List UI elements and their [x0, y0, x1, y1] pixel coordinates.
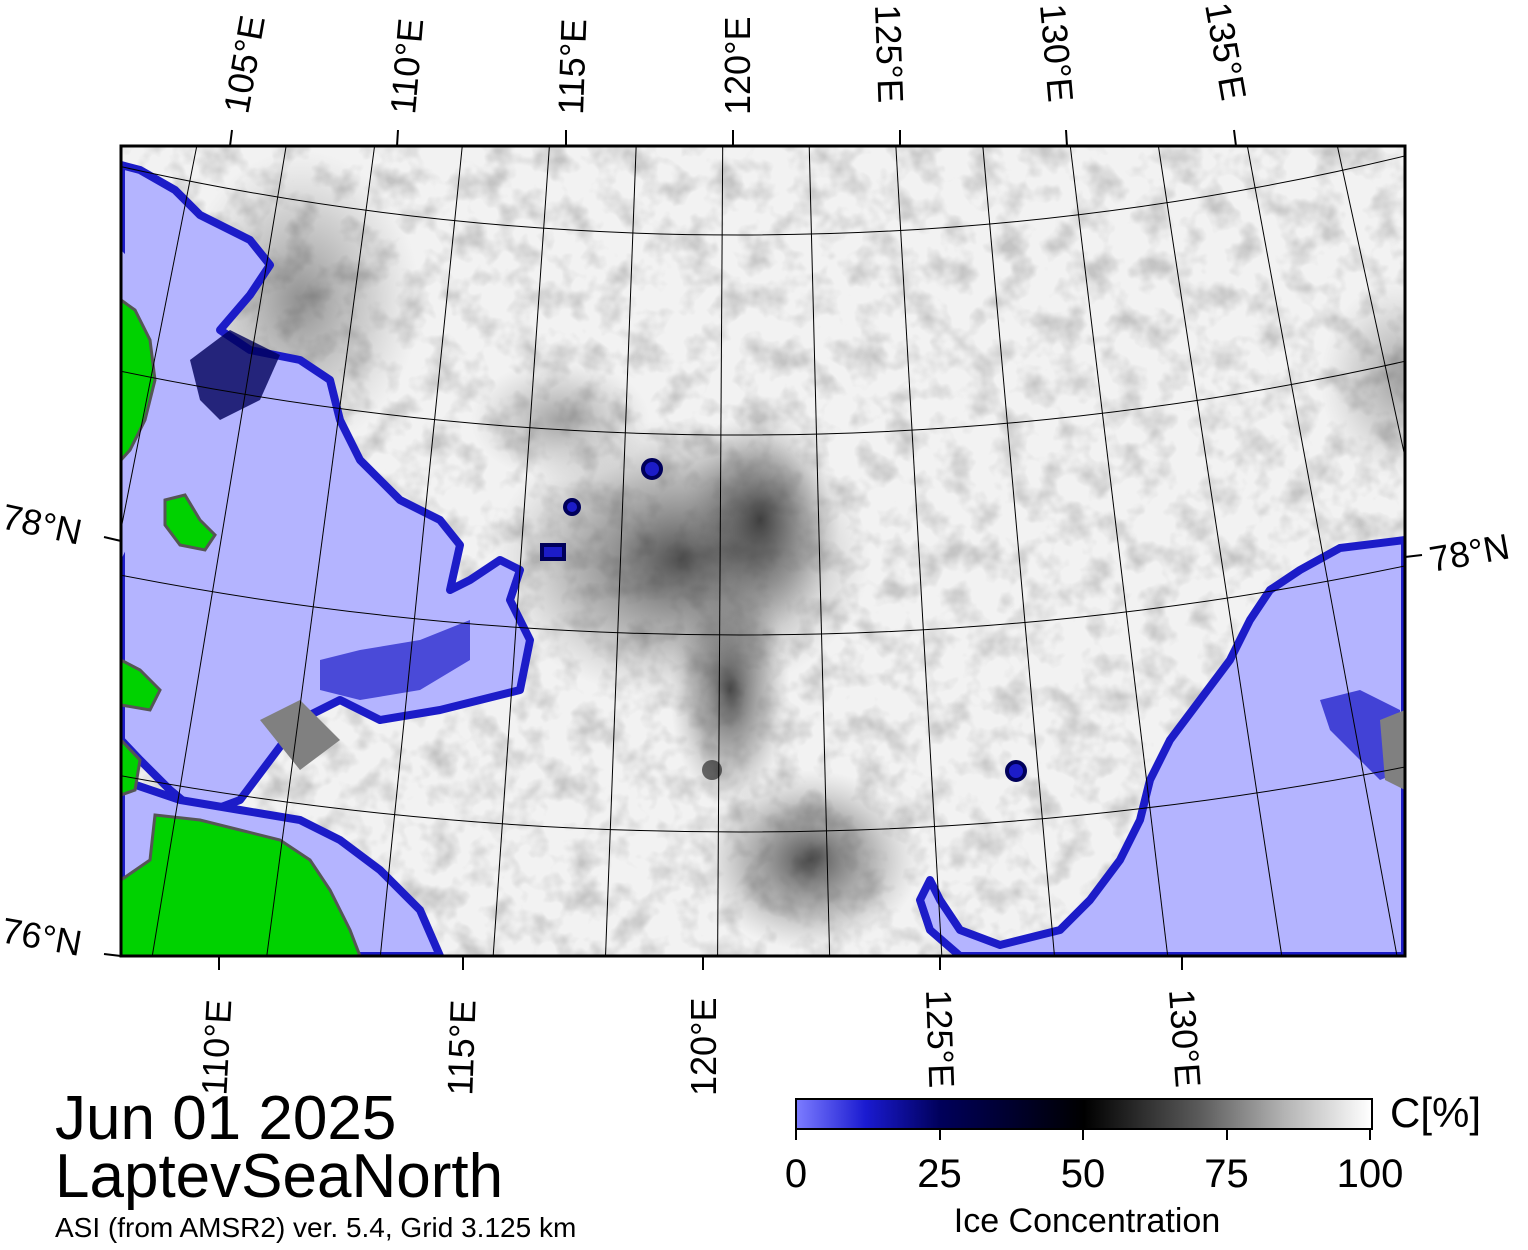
meridian — [0, 0, 62, 964]
product-info: ASI (from AMSR2) ver. 5.4, Grid 3.125 km — [55, 1212, 577, 1243]
colorbar-label: Ice Concentration — [953, 1202, 1221, 1240]
polynya — [563, 498, 581, 516]
polynya — [1005, 760, 1027, 782]
lon-label-top: 110°E — [382, 17, 431, 116]
meridian — [1519, 0, 1528, 900]
land-taymyr — [121, 813, 362, 956]
mixed-ice-patch — [260, 700, 340, 770]
meridian — [982, 146, 1055, 956]
parallel — [121, 155, 1405, 236]
open-water-east — [916, 536, 1405, 956]
dense-ice-spot — [702, 760, 722, 780]
low-ice-patch — [190, 330, 280, 420]
colorbar-tick-mark — [1225, 1128, 1228, 1140]
meridian — [1069, 146, 1169, 956]
lon-label-bottom: 125°E — [918, 989, 962, 1089]
colorbar — [795, 1098, 1373, 1130]
meridian — [379, 146, 463, 956]
parallel — [121, 766, 1405, 833]
colorbar-tick-label: 75 — [1204, 1152, 1249, 1196]
frame-ticks — [103, 129, 1423, 970]
meridian — [1246, 146, 1398, 956]
dense-ice-patch — [470, 360, 650, 480]
meridian — [151, 146, 287, 956]
meridian — [266, 146, 376, 956]
lon-label-bottom: 130°E — [1161, 988, 1209, 1089]
lat-label-right: 78°N — [1426, 526, 1512, 580]
lat-label-left: 78°N — [0, 496, 86, 553]
lon-label-top: 105°E — [216, 12, 273, 116]
lon-label-bottom: 120°E — [683, 998, 724, 1096]
lon-label-top: 115°E — [550, 18, 594, 115]
lon-label-top: 125°E — [867, 4, 911, 104]
meridian — [1456, 0, 1528, 941]
polynya — [641, 458, 663, 480]
lon-label-top: 130°E — [1032, 2, 1081, 104]
colorbar-tick-label: 25 — [917, 1152, 962, 1196]
lat-label-left: 76°N — [0, 910, 85, 964]
mixed-ice-patch — [1380, 710, 1405, 790]
meridian — [808, 146, 831, 956]
meridian — [492, 146, 550, 956]
colorbar-tick-mark — [1082, 1128, 1084, 1140]
dense-ice-patch — [700, 770, 920, 950]
lon-label-bottom: 110°E — [193, 998, 239, 1096]
meridian — [717, 146, 724, 956]
lon-label-top: 135°E — [1197, 0, 1254, 103]
lon-label-bottom: 115°E — [439, 999, 483, 1096]
parallel — [121, 565, 1405, 636]
meridian — [1392, 0, 1528, 978]
lon-label-top: 120°E — [717, 17, 758, 115]
dense-ice-patch — [670, 570, 790, 810]
meridian — [1336, 146, 1405, 460]
map-frame — [119, 144, 1407, 958]
meridian — [605, 146, 637, 956]
region-name: LaptevSeaNorth — [55, 1142, 504, 1211]
colorbar-tick-label: 0 — [784, 1152, 808, 1196]
low-ice-patch — [320, 620, 470, 700]
land-islet — [121, 737, 142, 797]
map-date: Jun 01 2025 — [55, 1084, 397, 1153]
colorbar-tick-mark — [795, 1128, 797, 1140]
colorbar-tick-mark — [938, 1128, 941, 1140]
colorbar-tick-label: 100 — [1336, 1152, 1404, 1196]
colorbar-tick-label: 50 — [1060, 1152, 1106, 1196]
colorbar-unit: C[%] — [1390, 1089, 1482, 1136]
land-islet — [121, 658, 162, 712]
polynya — [540, 543, 566, 561]
meridian — [1157, 146, 1283, 956]
meridian — [121, 146, 198, 532]
graticule — [0, 0, 1528, 978]
parallel — [121, 360, 1405, 436]
land-islet — [163, 493, 217, 552]
dense-ice-patch — [1320, 280, 1405, 480]
colorbar-tick-mark — [1369, 1128, 1371, 1140]
meridian — [895, 146, 943, 956]
